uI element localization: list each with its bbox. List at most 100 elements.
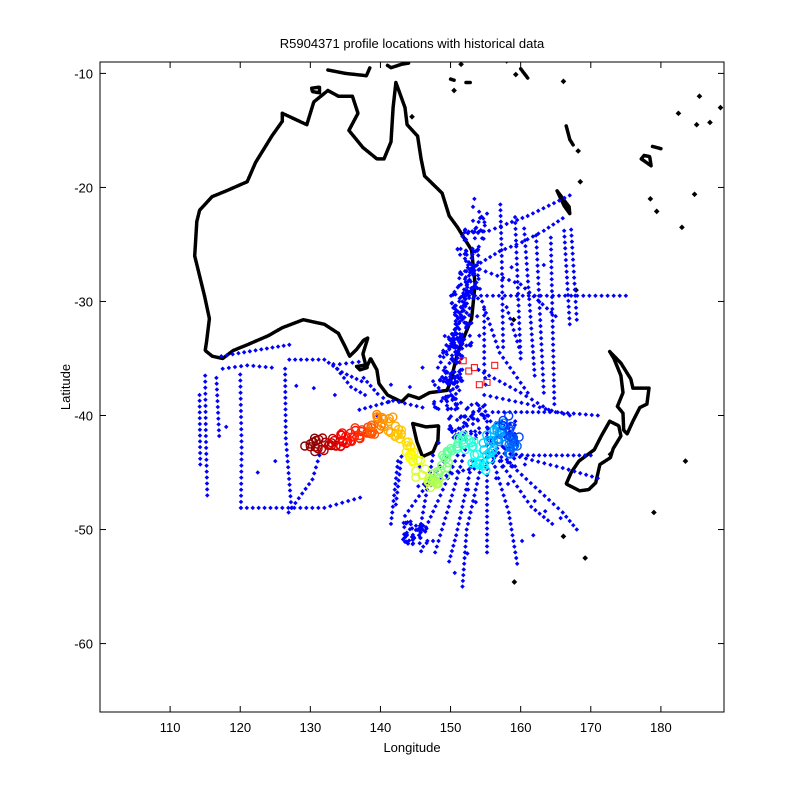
historical-point [566, 298, 571, 304]
historical-point [549, 288, 555, 294]
historical-point [296, 496, 302, 501]
historical-point [456, 351, 462, 357]
historical-point [525, 279, 531, 284]
historical-point [501, 493, 506, 498]
historical-point [306, 481, 312, 487]
historical-point [549, 271, 554, 276]
historical-point [430, 453, 436, 458]
historical-point [356, 359, 361, 365]
historical-point [396, 478, 401, 483]
historical-point [500, 326, 506, 332]
historical-point [443, 481, 448, 487]
historical-point [455, 285, 461, 290]
historical-point [560, 465, 566, 471]
historical-point [551, 378, 557, 383]
historical-point [465, 521, 471, 527]
historical-point [263, 364, 268, 370]
historical-point [484, 520, 490, 525]
historical-point [449, 331, 455, 337]
historical-point [452, 349, 458, 355]
historical-point [517, 338, 523, 344]
historical-point [486, 228, 492, 234]
historical-point [286, 476, 292, 482]
historical-point [284, 447, 289, 453]
historical-point [452, 303, 458, 309]
historical-point [456, 521, 461, 527]
historical-point [571, 453, 576, 458]
historical-point [499, 284, 505, 289]
historical-point [531, 294, 537, 299]
profile-location-circle [335, 441, 346, 452]
historical-point [379, 401, 385, 406]
historical-point [541, 409, 547, 415]
historical-point [239, 457, 244, 462]
historical-point [540, 366, 545, 371]
historical-point [445, 381, 451, 387]
historical-point [540, 378, 546, 383]
historical-point [548, 462, 553, 468]
historical-point [455, 247, 460, 252]
historical-point [275, 344, 281, 349]
coastline [385, 62, 411, 70]
historical-point [489, 271, 494, 276]
historical-point [197, 404, 202, 409]
historical-point [513, 333, 518, 338]
historical-point [411, 535, 417, 541]
historical-point [493, 339, 499, 344]
historical-point [373, 402, 379, 408]
historical-point [524, 261, 529, 267]
historical-point [521, 385, 527, 390]
historical-point [394, 496, 399, 501]
historical-point [453, 391, 459, 397]
historical-point [204, 451, 209, 457]
historical-point [464, 324, 469, 329]
historical-point [480, 216, 486, 221]
historical-point [472, 196, 477, 202]
historical-point [530, 343, 535, 349]
historical-point [507, 515, 512, 521]
coastline [650, 144, 663, 151]
profile-location-circle [300, 441, 310, 451]
historical-point [487, 322, 493, 327]
historical-point [462, 493, 468, 498]
historical-point [527, 308, 533, 314]
historical-point [316, 357, 321, 362]
historical-point [500, 444, 505, 449]
historical-point [540, 372, 546, 377]
historical-point [345, 498, 351, 504]
historical-point [464, 406, 469, 412]
historical-point [203, 397, 208, 403]
historical-point [287, 482, 292, 487]
historical-point [481, 355, 487, 361]
historical-point [416, 493, 422, 499]
coastline-island [717, 104, 724, 111]
historical-point [518, 356, 523, 361]
profile-location-circle [317, 433, 328, 443]
historical-point [463, 538, 469, 544]
historical-point [511, 327, 516, 333]
historical-point [549, 282, 555, 288]
historical-point [428, 464, 434, 470]
historical-point [450, 369, 455, 375]
historical-point [532, 367, 537, 372]
historical-point [203, 409, 208, 415]
historical-point [476, 267, 481, 272]
historical-point [443, 515, 448, 521]
historical-point [484, 431, 490, 436]
historical-point [474, 280, 479, 285]
historical-point [553, 409, 558, 415]
historical-point [417, 523, 423, 529]
historical-point [516, 303, 521, 308]
historical-point [550, 318, 555, 324]
historical-point [402, 524, 407, 530]
historical-point [473, 499, 479, 505]
historical-point [247, 349, 253, 354]
historical-point [451, 487, 456, 492]
historical-point [455, 469, 460, 474]
profile-location-circle [481, 465, 491, 476]
historical-point [617, 293, 623, 299]
historical-point [537, 299, 542, 305]
historical-point [488, 394, 493, 399]
historical-point [512, 464, 518, 469]
historical-point [453, 321, 458, 327]
